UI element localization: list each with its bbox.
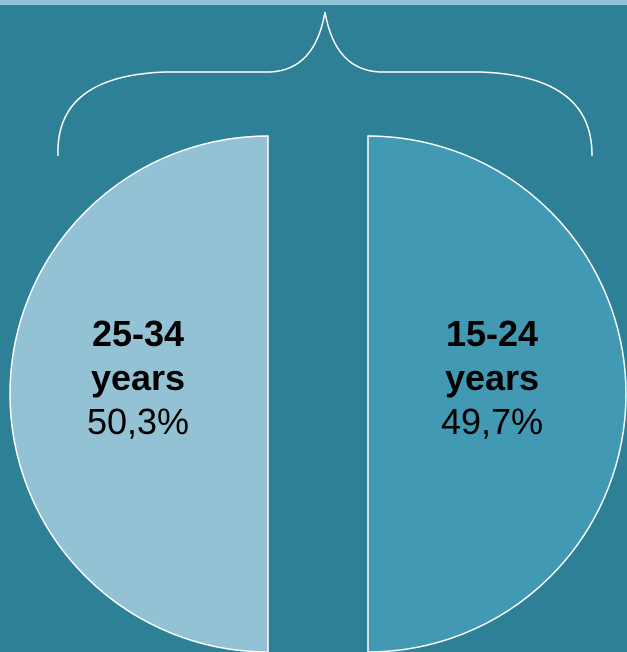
slice-value: 49,7% xyxy=(440,400,544,442)
slice-value: 50,3% xyxy=(86,400,190,442)
slice-label-25-34: 25-34 years 50,3% xyxy=(58,312,218,444)
slice-name-line1: 25-34 xyxy=(91,313,185,354)
slice-label-15-24: 15-24 years 49,7% xyxy=(412,312,572,444)
pie-slice-15-24 xyxy=(367,135,627,652)
slice-name-line1: 15-24 xyxy=(445,313,539,354)
top-rule xyxy=(0,0,627,5)
slice-name-line2: years xyxy=(90,356,186,398)
brace xyxy=(57,11,593,157)
slice-name-line2: years xyxy=(444,356,540,398)
pie-slice-25-34 xyxy=(9,135,269,652)
